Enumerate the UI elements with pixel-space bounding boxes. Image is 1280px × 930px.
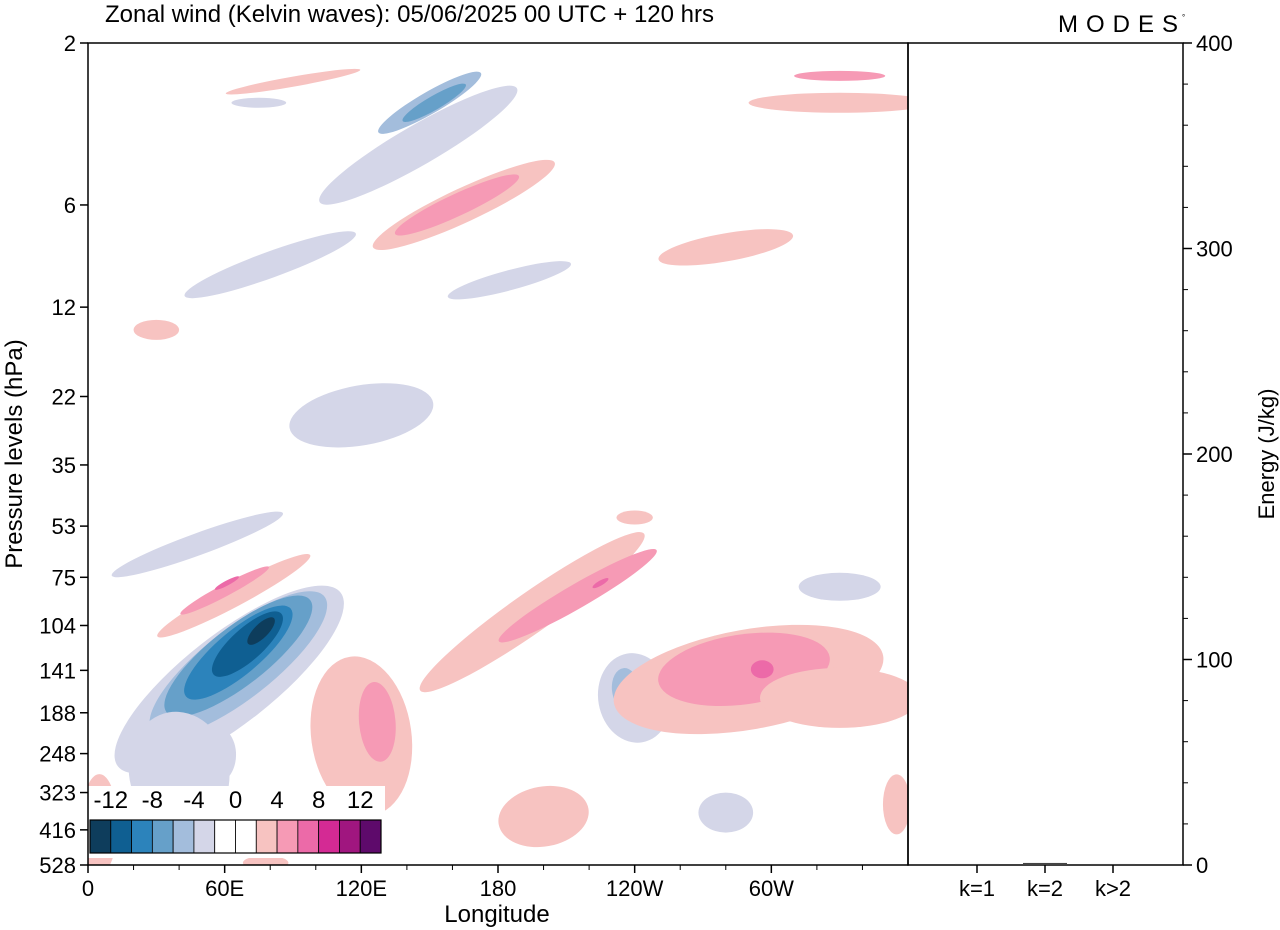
contour-region [498,785,589,848]
colorbar-swatch [151,819,174,854]
chart-title: Zonal wind (Kelvin waves): 05/06/2025 00… [105,1,714,28]
hovmoller-heatmap [88,68,908,865]
y-axis-label: Pressure levels (hPa) [1,339,28,568]
colorbar-swatch [214,819,236,854]
colorbar-swatch [110,819,132,854]
energy-tick-label: 100 [1196,648,1233,673]
y-tick-label: 12 [52,295,76,320]
x-tick-label: 180 [480,876,517,901]
contour-region [190,724,237,785]
contour-region [214,576,240,590]
contour-region [447,261,572,300]
energy-tick-label: 400 [1196,31,1233,56]
contour-region [394,174,520,236]
y-tick-label: 188 [39,701,76,726]
colorbar-swatch [193,819,216,854]
colorbar: -12 -8 -4 0 4 8 12 [86,786,385,858]
colorbar-swatch [339,819,361,854]
contour-region [750,660,774,679]
colorbar-swatch [318,819,340,854]
colorbar-label: -12 [93,787,128,814]
contour-region [592,578,609,589]
contour-region [882,774,908,835]
colorbar-swatch [359,819,382,854]
contour-region [759,667,908,728]
colorbar-swatch [255,819,278,854]
modes-logo: MODES [1058,11,1186,38]
colorbar-label: 4 [270,787,283,814]
colorbar-label: -4 [183,787,204,814]
contour-region [798,572,881,601]
y-tick-label: 22 [52,384,76,409]
energy-bars: k=1 k=2 k>2 [955,862,1135,901]
energy-tick-label: 300 [1196,237,1233,262]
contour-region [184,231,356,299]
contour-region [157,553,311,638]
y-tick-label: 2 [64,31,76,56]
colorbar-swatch [235,819,257,854]
contour-region [616,510,653,525]
colorbar-swatch [297,819,320,854]
contour-region [133,319,180,340]
energy-bar [1091,863,1135,865]
y-tick-label: 75 [52,565,76,590]
y-tick-label: 323 [39,781,76,806]
contour-region [402,83,466,122]
contour-region [180,566,270,615]
energy-category-label: k>2 [1095,876,1131,901]
registered-mark: ° [1182,13,1185,22]
energy-tick-label: 0 [1196,853,1208,878]
x-tick-label: 60W [749,876,794,901]
y-tick-label: 6 [64,193,76,218]
colorbar-label: 12 [347,787,374,814]
contour-region [242,855,289,865]
colorbar-label: 8 [312,787,325,814]
contour-region [319,85,518,205]
y-tick-label: 104 [39,613,76,638]
contour-region [748,92,908,113]
y-tick-label: 35 [52,453,76,478]
x-tick-label: 60E [205,876,244,901]
contour-region [289,383,434,448]
x-tick-label: 120W [606,876,664,901]
x-tick-label: 120E [336,876,387,901]
colorbar-swatch [131,819,153,854]
y-tick-label: 248 [39,742,76,767]
y-tick-label: 528 [39,853,76,878]
colorbar-swatch [276,819,299,854]
colorbar-label: -8 [142,787,163,814]
energy-tick-label: 200 [1196,442,1233,467]
energy-bar [955,863,999,865]
x-tick-label: 0 [82,876,94,901]
energy-bar [1023,862,1067,865]
contour-region [231,97,287,108]
y-tick-label: 53 [52,514,76,539]
energy-panel-frame [907,42,1184,866]
energy-category-label: k=2 [1027,876,1063,901]
contour-region [225,68,361,95]
y-tick-label: 141 [39,658,76,683]
contour-region [498,549,657,643]
contour-region [658,229,794,266]
colorbar-label: 0 [229,787,242,814]
contour-region [794,70,886,81]
contour-region [358,682,396,762]
contour-region [698,792,754,833]
energy-axis-label: Energy (J/kg) [1254,389,1279,520]
contour-region [111,511,284,578]
colorbar-swatch [89,819,112,854]
x-axis-label: Longitude [444,901,549,928]
y-tick-label: 416 [39,818,76,843]
energy-category-label: k=1 [959,876,995,901]
colorbar-swatch [172,819,195,854]
contour-region [247,617,275,645]
